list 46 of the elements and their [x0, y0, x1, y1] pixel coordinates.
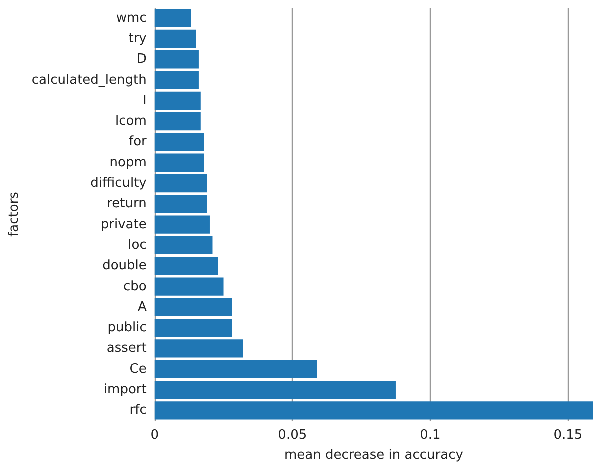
- bar: [154, 133, 204, 152]
- y-tick-label: for: [129, 134, 148, 150]
- bar: [154, 216, 210, 234]
- bar: [154, 112, 201, 131]
- bar: [154, 92, 201, 110]
- bar: [154, 50, 199, 69]
- y-tick-label: rfc: [130, 403, 147, 418]
- y-tick-label: difficulty: [90, 176, 148, 192]
- bar: [154, 9, 192, 28]
- bar: [154, 298, 232, 317]
- bar: [154, 30, 196, 48]
- bar: [154, 257, 218, 276]
- y-tick-label: A: [138, 300, 147, 315]
- x-tick-label: 0: [150, 428, 160, 443]
- bar: [154, 402, 593, 420]
- bar: [154, 340, 244, 358]
- y-tick-label: Ce: [130, 362, 147, 377]
- bar: [154, 236, 213, 255]
- bar: [154, 154, 204, 172]
- bar: [154, 360, 318, 378]
- x-tick-label: 0.15: [554, 428, 583, 443]
- y-tick-label: cbo: [124, 279, 147, 294]
- bar: [154, 278, 224, 296]
- bar: [154, 380, 396, 400]
- x-tick-label: 0.1: [420, 428, 441, 443]
- bar: [154, 318, 232, 338]
- bar: [154, 195, 208, 214]
- x-tick-label: 0.05: [278, 428, 308, 443]
- y-tick-label: private: [100, 217, 147, 232]
- y-tick-label: wmc: [116, 10, 147, 26]
- y-tick-label: import: [104, 382, 147, 398]
- y-tick-label: calculated_length: [32, 72, 147, 88]
- y-tick-label: return: [107, 196, 147, 212]
- bar: [154, 71, 199, 90]
- y-tick-label: loc: [128, 238, 147, 253]
- y-tick-label: I: [143, 93, 147, 108]
- y-tick-label: public: [108, 320, 147, 336]
- y-tick-label: try: [128, 31, 148, 46]
- bar: [154, 174, 208, 193]
- y-tick-label: nopm: [110, 155, 147, 170]
- y-tick-label: assert: [106, 341, 147, 356]
- y-tick-label: double: [102, 258, 147, 274]
- y-axis-title: factors: [7, 192, 22, 237]
- y-tick-label: D: [136, 52, 147, 68]
- y-tick-label: lcom: [115, 114, 147, 130]
- x-axis-title: mean decrease in accuracy: [284, 448, 464, 463]
